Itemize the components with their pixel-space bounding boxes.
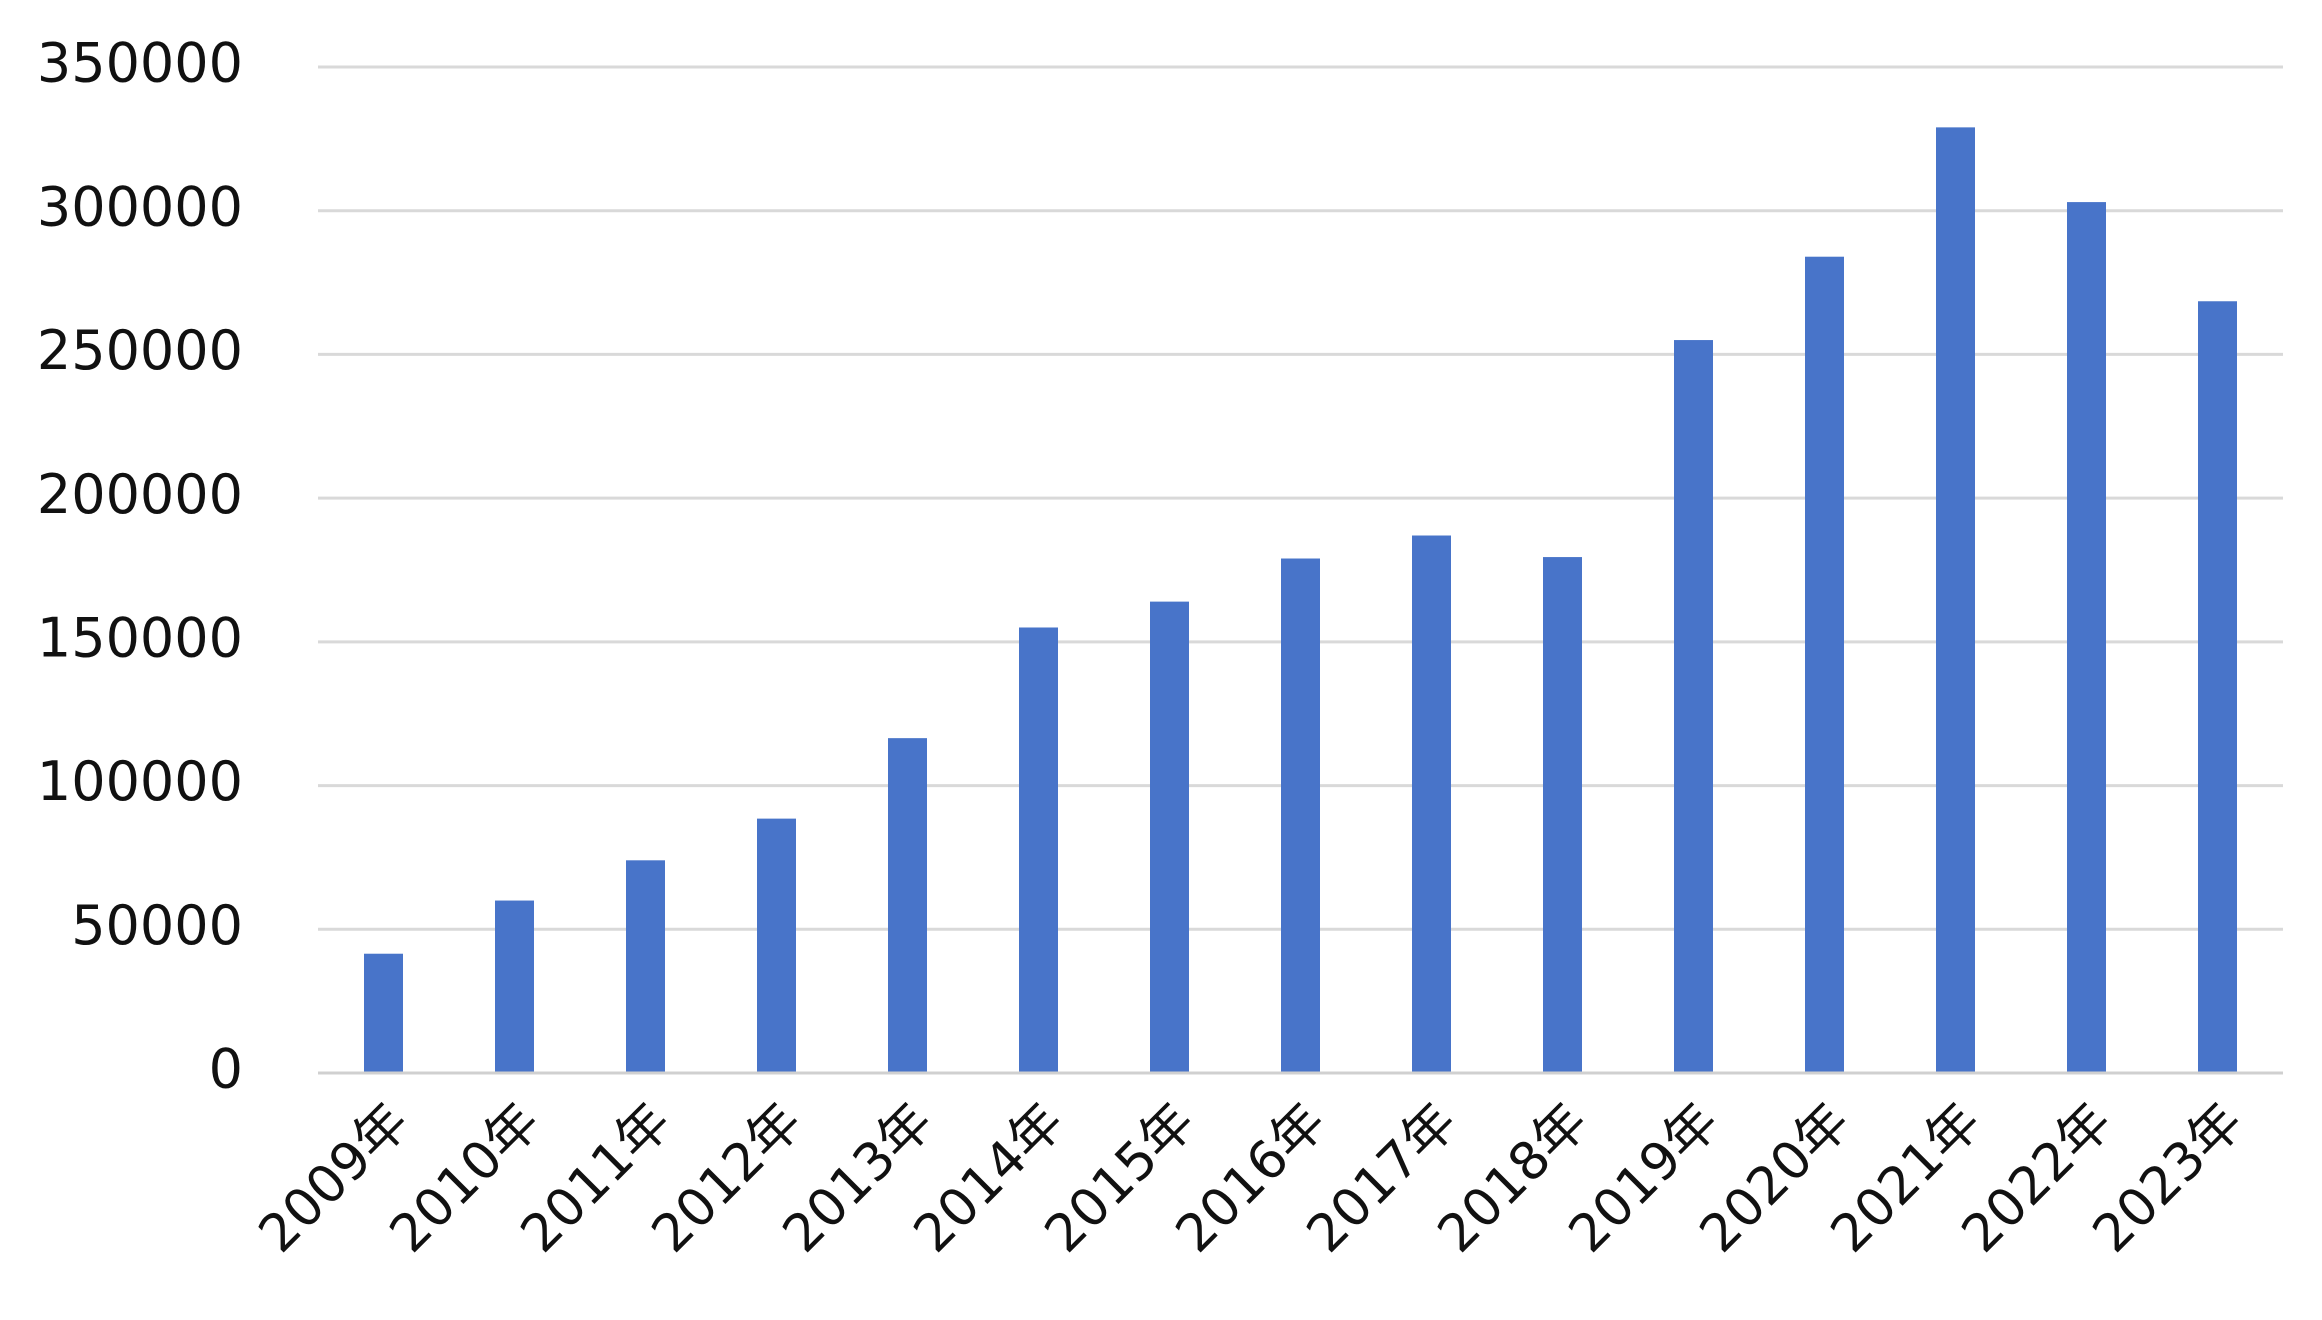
- y-tick-label: 150000: [37, 606, 243, 669]
- y-tick-label: 100000: [37, 750, 243, 813]
- bar: [1936, 127, 1975, 1074]
- bar: [1674, 340, 1713, 1073]
- bar: [2067, 202, 2106, 1073]
- bar: [1019, 627, 1058, 1073]
- bar: [364, 953, 403, 1073]
- y-tick-label: 200000: [37, 463, 243, 526]
- bar: [495, 900, 534, 1073]
- bar: [2198, 301, 2237, 1073]
- x-tick-label: 2023年: [2082, 1092, 2255, 1265]
- y-tick-label: 250000: [37, 319, 243, 382]
- y-tick-label: 350000: [37, 32, 243, 95]
- bar: [1150, 601, 1189, 1073]
- y-tick-label: 50000: [71, 894, 243, 957]
- bar: [626, 860, 665, 1073]
- y-tick-label: 300000: [37, 175, 243, 238]
- y-tick-label: 0: [209, 1038, 243, 1101]
- bar: [757, 818, 796, 1073]
- bar: [1543, 557, 1582, 1073]
- bar: [1805, 256, 1844, 1073]
- bar: [888, 738, 927, 1073]
- bar: [1412, 535, 1451, 1073]
- bar: [1281, 558, 1320, 1073]
